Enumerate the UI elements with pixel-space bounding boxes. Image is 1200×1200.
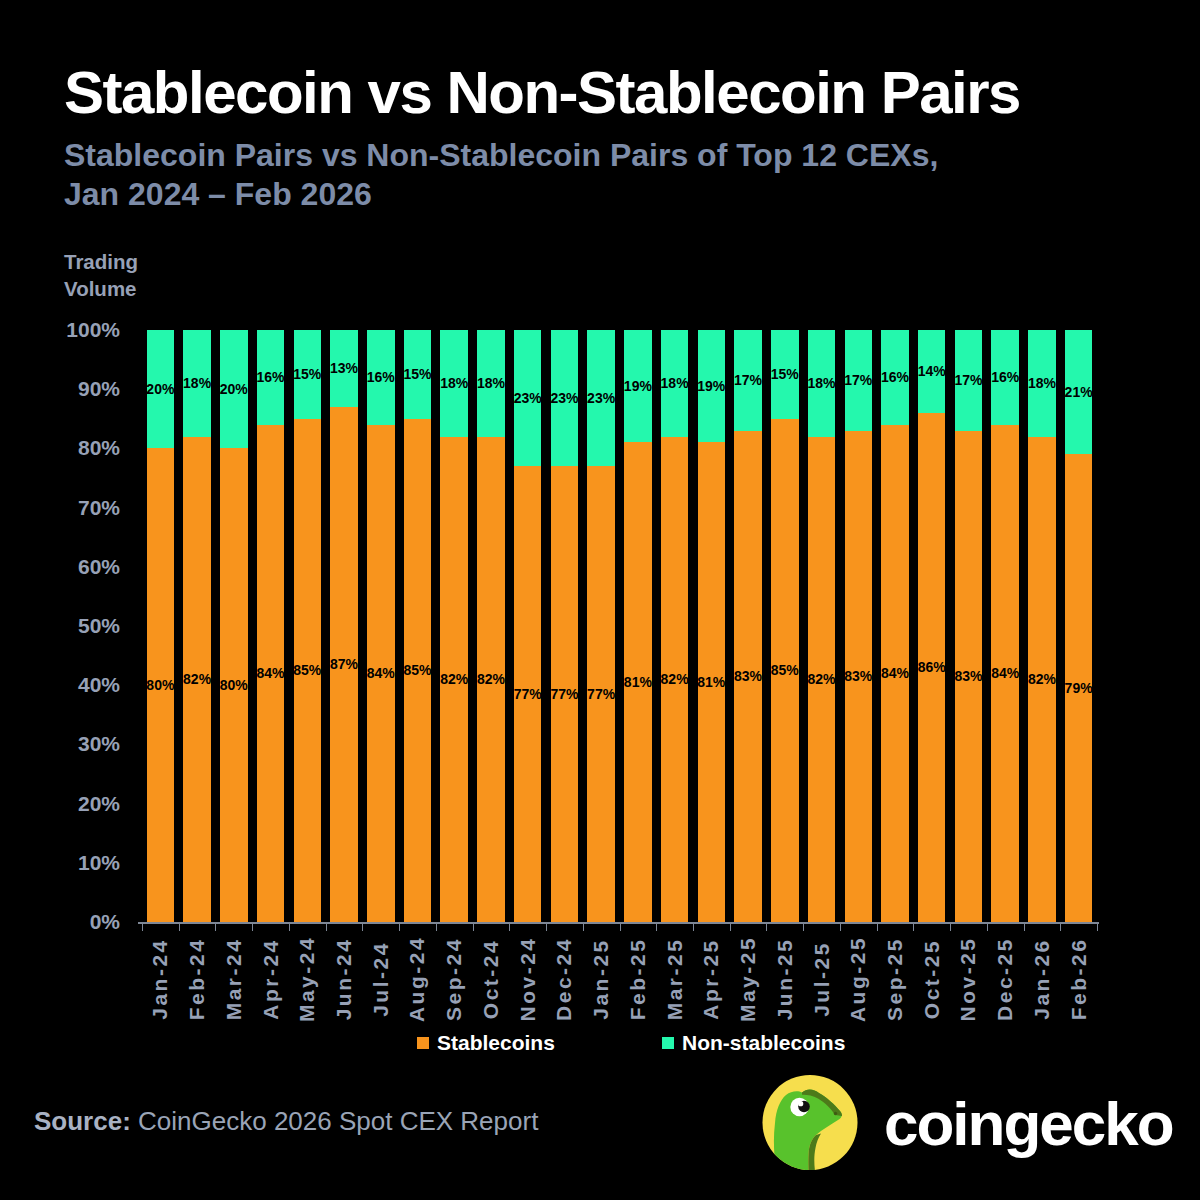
- x-axis-tick: [509, 923, 510, 931]
- x-axis-tick: [362, 923, 363, 931]
- x-axis-label-nov-24: Nov-24: [517, 919, 539, 1039]
- value-label-feb-26-stablecoins: 79%: [1051, 680, 1107, 696]
- x-axis-label-jun-25: Jun-25: [774, 919, 796, 1039]
- x-axis-label-mar-25: Mar-25: [664, 919, 686, 1039]
- chart-plot-area: 0%10%20%30%40%50%60%70%80%90%100%80%20%J…: [0, 0, 1200, 1200]
- legend-swatch-stablecoins: [417, 1037, 429, 1049]
- x-axis-tick: [987, 923, 988, 931]
- x-axis-tick: [693, 923, 694, 931]
- x-axis-tick: [1024, 923, 1025, 931]
- x-axis-label-apr-25: Apr-25: [700, 919, 722, 1039]
- x-axis-tick: [399, 923, 400, 931]
- value-label-feb-26-non-stablecoins: 21%: [1051, 384, 1107, 400]
- y-axis-label-30: 30%: [20, 732, 120, 756]
- y-axis-label-100: 100%: [20, 318, 120, 342]
- x-axis-tick: [656, 923, 657, 931]
- source-label: Source:: [34, 1106, 131, 1136]
- x-axis-tick: [215, 923, 216, 931]
- legend-item-non-stablecoins: Non-stablecoins: [662, 1031, 845, 1055]
- x-axis-label-jul-24: Jul-24: [370, 919, 392, 1039]
- x-axis-label-feb-24: Feb-24: [186, 919, 208, 1039]
- x-axis-tick: [620, 923, 621, 931]
- x-axis-label-jun-24: Jun-24: [333, 919, 355, 1039]
- x-axis-tick: [142, 923, 143, 931]
- x-axis-label-oct-24: Oct-24: [480, 919, 502, 1039]
- legend-label-stablecoins: Stablecoins: [437, 1031, 555, 1055]
- x-axis-tick: [913, 923, 914, 931]
- y-axis-label-80: 80%: [20, 436, 120, 460]
- x-axis-tick: [473, 923, 474, 931]
- legend-label-non-stablecoins: Non-stablecoins: [682, 1031, 845, 1055]
- x-axis-label-dec-24: Dec-24: [553, 919, 575, 1039]
- x-axis-tick: [840, 923, 841, 931]
- x-axis-tick: [950, 923, 951, 931]
- y-axis-label-0: 0%: [20, 910, 120, 934]
- x-axis-label-nov-25: Nov-25: [957, 919, 979, 1039]
- x-axis-label-jan-25: Jan-25: [590, 919, 612, 1039]
- x-axis-tick: [546, 923, 547, 931]
- y-axis-label-50: 50%: [20, 614, 120, 638]
- coingecko-logo-icon: [755, 1067, 865, 1177]
- y-axis-label-70: 70%: [20, 496, 120, 520]
- x-axis-label-sep-25: Sep-25: [884, 919, 906, 1039]
- y-axis-label-60: 60%: [20, 555, 120, 579]
- x-axis-label-sep-24: Sep-24: [443, 919, 465, 1039]
- x-axis-label-aug-25: Aug-25: [847, 919, 869, 1039]
- x-axis-label-feb-26: Feb-26: [1068, 919, 1090, 1039]
- value-label-oct-24-non-stablecoins: 18%: [463, 375, 519, 391]
- x-axis-tick: [877, 923, 878, 931]
- x-axis-tick: [803, 923, 804, 931]
- x-axis-tick: [583, 923, 584, 931]
- x-axis-tick: [289, 923, 290, 931]
- y-axis-label-40: 40%: [20, 673, 120, 697]
- source-note: Source: CoinGecko 2026 Spot CEX Report: [34, 1106, 538, 1137]
- x-axis-label-jan-24: Jan-24: [149, 919, 171, 1039]
- x-axis-label-dec-25: Dec-25: [994, 919, 1016, 1039]
- x-axis-label-mar-24: Mar-24: [223, 919, 245, 1039]
- x-axis-label-jan-26: Jan-26: [1031, 919, 1053, 1039]
- y-axis-label-90: 90%: [20, 377, 120, 401]
- x-axis-tick: [179, 923, 180, 931]
- x-axis-line: [138, 922, 1099, 924]
- coingecko-wordmark: coingecko: [884, 1088, 1173, 1159]
- x-axis-label-oct-25: Oct-25: [921, 919, 943, 1039]
- infographic: Stablecoin vs Non-Stablecoin Pairs Stabl…: [0, 0, 1200, 1200]
- x-axis-label-may-25: May-25: [737, 919, 759, 1039]
- x-axis-tick: [1097, 923, 1098, 931]
- source-text: CoinGecko 2026 Spot CEX Report: [131, 1106, 539, 1136]
- x-axis-label-apr-24: Apr-24: [260, 919, 282, 1039]
- y-axis-label-20: 20%: [20, 792, 120, 816]
- value-label-oct-24-stablecoins: 82%: [463, 671, 519, 687]
- x-axis-tick: [730, 923, 731, 931]
- x-axis-tick: [766, 923, 767, 931]
- x-axis-tick: [326, 923, 327, 931]
- x-axis-label-feb-25: Feb-25: [627, 919, 649, 1039]
- legend-swatch-non-stablecoins: [662, 1037, 674, 1049]
- x-axis-tick: [436, 923, 437, 931]
- x-axis-label-may-24: May-24: [296, 919, 318, 1039]
- legend-item-stablecoins: Stablecoins: [417, 1031, 555, 1055]
- x-axis-label-aug-24: Aug-24: [406, 919, 428, 1039]
- y-axis-label-10: 10%: [20, 851, 120, 875]
- x-axis-tick: [252, 923, 253, 931]
- x-axis-tick: [1060, 923, 1061, 931]
- x-axis-label-jul-25: Jul-25: [811, 919, 833, 1039]
